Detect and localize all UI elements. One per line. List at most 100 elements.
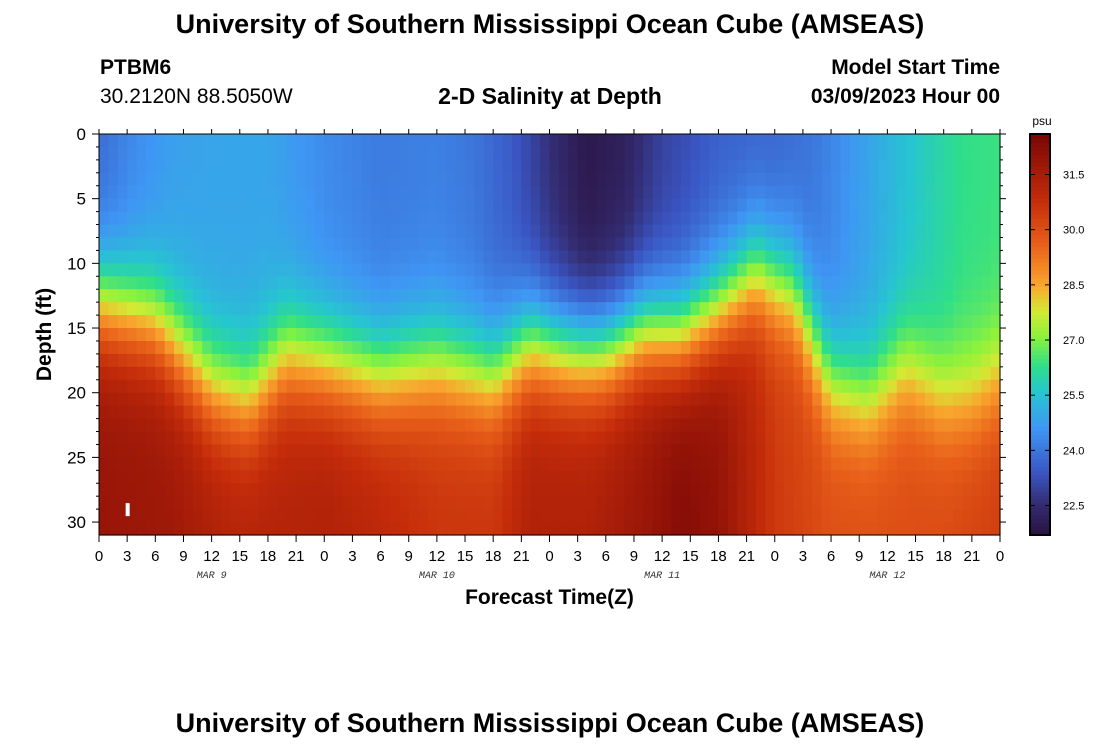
heatmap-cell bbox=[652, 211, 663, 226]
heatmap-cell bbox=[981, 340, 992, 355]
heatmap-cell bbox=[596, 198, 607, 213]
heatmap-cell bbox=[643, 315, 654, 329]
heatmap-cell bbox=[774, 159, 785, 174]
heatmap-cell bbox=[840, 289, 851, 303]
heatmap-cell bbox=[662, 276, 673, 290]
heatmap-cell bbox=[211, 185, 222, 200]
heatmap-cell bbox=[202, 379, 213, 394]
heatmap-cell bbox=[718, 185, 729, 200]
heatmap-cell bbox=[821, 302, 832, 316]
heatmap-cell bbox=[831, 211, 842, 226]
heatmap-cell bbox=[690, 198, 701, 213]
heatmap-cell bbox=[755, 496, 766, 510]
heatmap-cell bbox=[521, 146, 532, 161]
heatmap-cell bbox=[549, 470, 560, 484]
heatmap-cell bbox=[493, 237, 504, 252]
heatmap-cell bbox=[624, 379, 635, 394]
heatmap-cell bbox=[568, 172, 579, 187]
heatmap-cell bbox=[746, 224, 757, 239]
heatmap-cell bbox=[183, 237, 194, 252]
heatmap-cell bbox=[840, 470, 851, 484]
heatmap-cell bbox=[108, 159, 119, 174]
heatmap-cell bbox=[568, 198, 579, 213]
heatmap-cell bbox=[793, 146, 804, 161]
heatmap-cell bbox=[277, 483, 288, 497]
x-tick-label: 21 bbox=[738, 548, 755, 565]
heatmap-cell bbox=[296, 431, 307, 446]
heatmap-cell bbox=[493, 263, 504, 277]
heatmap-cell bbox=[361, 224, 372, 239]
heatmap-cell bbox=[455, 185, 466, 200]
heatmap-cell bbox=[389, 431, 400, 446]
heatmap-cell bbox=[953, 211, 964, 226]
heatmap-cell bbox=[267, 340, 278, 355]
heatmap-cell bbox=[530, 418, 541, 433]
heatmap-cell bbox=[746, 289, 757, 303]
heatmap-cell bbox=[615, 250, 626, 264]
heatmap-cell bbox=[436, 431, 447, 446]
heatmap-cell bbox=[624, 328, 635, 342]
heatmap-cell bbox=[202, 198, 213, 213]
heatmap-cell bbox=[314, 159, 325, 174]
heatmap-cell bbox=[521, 289, 532, 303]
heatmap-cell bbox=[343, 134, 354, 148]
heatmap-cell bbox=[633, 185, 644, 200]
heatmap-cell bbox=[230, 496, 241, 510]
heatmap-cell bbox=[436, 522, 447, 536]
heatmap-cell bbox=[877, 522, 888, 536]
heatmap-cell bbox=[859, 392, 870, 407]
heatmap-cell bbox=[765, 483, 776, 497]
heatmap-cell bbox=[305, 405, 316, 420]
heatmap-cell bbox=[746, 405, 757, 420]
heatmap-cell bbox=[774, 250, 785, 264]
heatmap-cell bbox=[821, 276, 832, 290]
heatmap-cell bbox=[258, 328, 269, 342]
heatmap-cell bbox=[680, 211, 691, 226]
heatmap-cell bbox=[802, 315, 813, 329]
heatmap-cell bbox=[117, 392, 128, 407]
heatmap-cell bbox=[540, 379, 551, 394]
heatmap-cell bbox=[727, 379, 738, 394]
heatmap-cell bbox=[427, 315, 438, 329]
x-date-label: MAR 9 bbox=[197, 571, 227, 582]
heatmap-cell bbox=[371, 470, 382, 484]
heatmap-cell bbox=[511, 211, 522, 226]
heatmap-cell bbox=[324, 522, 335, 536]
heatmap-cell bbox=[155, 379, 166, 394]
heatmap-cell bbox=[943, 353, 954, 368]
heatmap-cell bbox=[183, 366, 194, 381]
heatmap-cell bbox=[624, 159, 635, 174]
heatmap-cell bbox=[587, 250, 598, 264]
heatmap-cell bbox=[924, 353, 935, 368]
heatmap-cell bbox=[934, 496, 945, 510]
heatmap-cell bbox=[971, 224, 982, 239]
heatmap-cell bbox=[718, 159, 729, 174]
heatmap-cell bbox=[577, 444, 588, 458]
heatmap-cell bbox=[399, 289, 410, 303]
heatmap-cell bbox=[493, 250, 504, 264]
heatmap-cell bbox=[605, 263, 616, 277]
heatmap-cell bbox=[99, 237, 109, 252]
heatmap-cell bbox=[99, 405, 109, 420]
colorbar-segment bbox=[1030, 362, 1050, 368]
heatmap-cell bbox=[164, 418, 175, 433]
heatmap-cell bbox=[643, 302, 654, 316]
heatmap-cell bbox=[474, 263, 485, 277]
heatmap-cell bbox=[877, 263, 888, 277]
heatmap-cell bbox=[502, 496, 513, 510]
heatmap-cell bbox=[408, 172, 419, 187]
heatmap-cell bbox=[962, 392, 973, 407]
heatmap-cell bbox=[709, 483, 720, 497]
heatmap-cell bbox=[221, 379, 231, 394]
heatmap-cell bbox=[877, 315, 888, 329]
heatmap-cell bbox=[108, 392, 119, 407]
heatmap-cell bbox=[258, 379, 269, 394]
heatmap-cell bbox=[108, 134, 119, 148]
heatmap-cell bbox=[906, 172, 917, 187]
heatmap-cell bbox=[427, 470, 438, 484]
heatmap-cell bbox=[896, 159, 907, 174]
heatmap-cell bbox=[239, 483, 250, 497]
heatmap-cell bbox=[277, 366, 288, 381]
heatmap-cell bbox=[906, 470, 917, 484]
heatmap-cell bbox=[249, 405, 260, 420]
